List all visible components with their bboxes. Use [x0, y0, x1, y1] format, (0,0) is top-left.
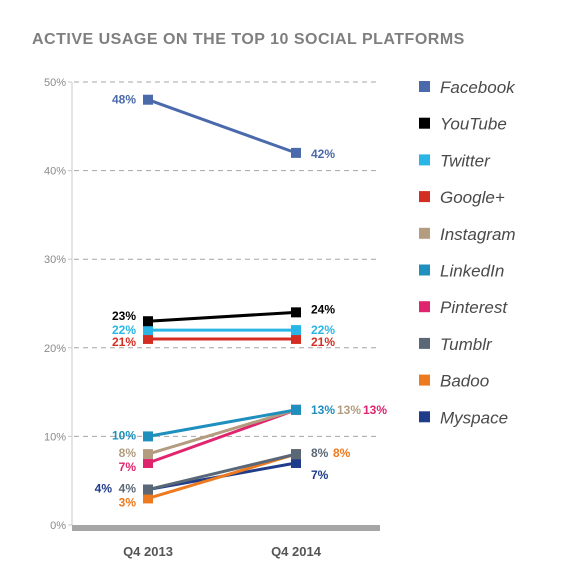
y-tick-label: 20%: [44, 343, 66, 355]
data-label-google-: 21%: [311, 335, 335, 349]
data-point-facebook: [291, 147, 301, 158]
data-label-pinterest: 13%: [363, 403, 387, 417]
data-point-google-: [143, 333, 153, 344]
labels-layer: 48%42%23% 24%22% 22%21% 21%8%13%10%13%7%13%…: [95, 93, 388, 510]
y-tick-label: 30%: [44, 254, 66, 266]
y-tick-label: 50%: [44, 77, 66, 89]
legend-label-tumblr: Tumblr: [440, 335, 493, 354]
legend-label-linkedin: LinkedIn: [440, 262, 504, 281]
legend-label-myspace: Myspace: [440, 408, 508, 427]
legend: Facebook YouTube Twitter Google+ Instagram Li…: [419, 78, 516, 427]
data-label-facebook: 42%: [311, 147, 335, 161]
data-label-myspace: 4%: [95, 482, 113, 496]
data-point-pinterest: [143, 457, 153, 468]
grid-layer: [74, 81, 380, 437]
axis-layer: 0% 10% 20% 30% 40% 50% Q4 2013 Q4 2014: [44, 77, 380, 559]
data-point-tumblr: [291, 449, 301, 460]
x-axis-baseline: [72, 525, 380, 531]
data-label-instagram: 8%: [119, 446, 137, 460]
legend-swatch-myspace: [419, 411, 430, 423]
legend-swatch-facebook: [419, 81, 430, 92]
data-label-linkedin: 13%: [311, 403, 335, 417]
data-point-myspace: [291, 457, 301, 468]
data-label-pinterest: 7%: [119, 460, 137, 474]
legend-label-instagram: Instagram: [440, 225, 516, 244]
x-tick-label: Q4 2013: [123, 544, 173, 559]
data-point-tumblr: [143, 484, 153, 495]
legend-label-badoo: Badoo: [440, 372, 489, 391]
series-line-tumblr: [147, 452, 297, 492]
data-point-youtube: [291, 307, 301, 318]
data-label-facebook: 48%: [112, 93, 136, 107]
data-point-facebook: [143, 94, 153, 105]
y-tick-label: 0%: [50, 520, 66, 532]
data-label-instagram: 13%: [337, 403, 361, 417]
y-tick-label: 40%: [44, 166, 66, 178]
legend-swatch-google-: [419, 191, 430, 203]
legend-swatch-instagram: [419, 227, 430, 239]
data-label-linkedin: 10%: [112, 428, 136, 442]
data-label-badoo: 3%: [119, 495, 137, 509]
data-label-myspace: 7%: [311, 468, 329, 482]
legend-label-youtube: YouTube: [440, 115, 507, 134]
series-line-linkedin: [147, 408, 297, 438]
data-point-twitter: [291, 325, 301, 336]
x-tick-label: Q4 2014: [271, 544, 322, 559]
legend-label-facebook: Facebook: [440, 78, 516, 97]
data-label-youtube: 23%: [112, 309, 136, 323]
legend-swatch-pinterest: [419, 301, 430, 313]
data-point-linkedin: [291, 404, 301, 415]
data-point-youtube: [143, 316, 153, 327]
chart-title: ACTIVE USAGE ON THE TOP 10 SOCIAL PLATFO…: [32, 31, 465, 48]
data-point-twitter: [143, 325, 153, 336]
data-point-google-: [291, 333, 301, 344]
legend-label-google-: Google+: [440, 188, 505, 207]
data-label-tumblr: 8%: [311, 446, 329, 460]
series-line-facebook: [147, 98, 297, 155]
series-line-youtube: [147, 310, 297, 323]
y-tick-label: 10%: [44, 431, 66, 443]
legend-label-twitter: Twitter: [440, 151, 491, 170]
legend-swatch-tumblr: [419, 337, 430, 349]
data-point-badoo: [143, 493, 153, 504]
legend-swatch-linkedin: [419, 264, 430, 276]
legend-label-pinterest: Pinterest: [440, 298, 508, 317]
data-point-linkedin: [143, 431, 153, 442]
data-label-youtube: 24%: [311, 302, 335, 316]
data-point-instagram: [143, 449, 153, 460]
data-label-google-: 21%: [112, 335, 136, 349]
data-label-twitter: 22%: [112, 323, 136, 337]
legend-swatch-youtube: [419, 117, 430, 129]
data-label-badoo: 8%: [333, 446, 351, 460]
data-label-tumblr: 4%: [119, 482, 137, 496]
lines-layer: [143, 94, 301, 504]
legend-swatch-twitter: [419, 154, 430, 166]
legend-swatch-badoo: [419, 374, 430, 386]
series-line-instagram: [147, 408, 297, 456]
data-label-twitter: 22%: [311, 323, 335, 337]
